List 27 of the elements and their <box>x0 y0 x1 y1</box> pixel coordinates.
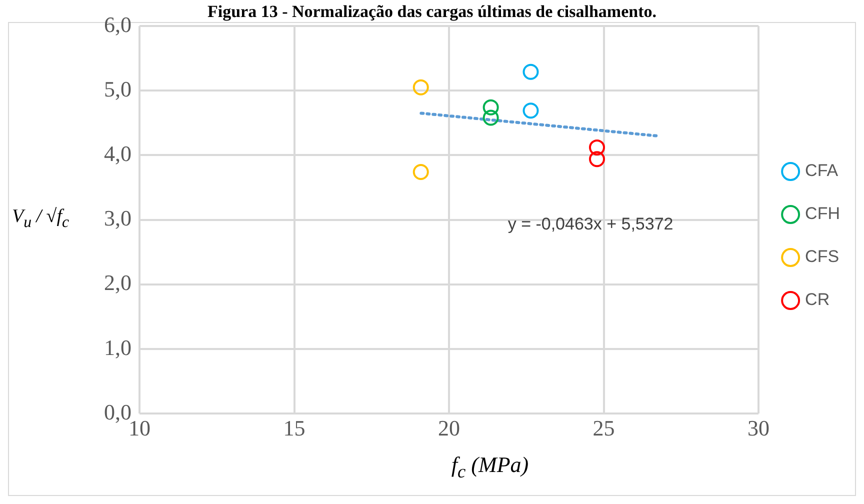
x-tick-label: 15 <box>283 416 306 441</box>
y-tick-label: 0,0 <box>104 399 132 424</box>
chart-title: Figura 13 - Normalização das cargas últimas de cisalhamento. <box>207 2 657 21</box>
x-tick-label: 20 <box>438 416 460 441</box>
point <box>482 110 499 126</box>
annotation: y = -0,0463x + 5,5372 <box>508 214 674 234</box>
legend-label: CR <box>805 290 830 310</box>
x-tick-label: 25 <box>592 416 615 441</box>
point <box>412 79 429 96</box>
y-tick-label: 1,0 <box>104 334 132 360</box>
x-tick-label: 30 <box>748 416 770 441</box>
y-tick-label: 2,0 <box>104 270 132 296</box>
point <box>588 151 605 168</box>
point <box>588 139 605 156</box>
point <box>522 64 539 80</box>
point <box>412 164 429 180</box>
y-tick-label: 4,0 <box>104 140 132 166</box>
point <box>482 99 499 116</box>
legend-label: CFS <box>805 247 840 266</box>
point <box>522 102 539 119</box>
y-tick-label: 3,0 <box>104 206 132 231</box>
y-axis-title: V$_{u}$ / √f$_{c}$ <box>12 206 70 232</box>
y-tick-label: 5,0 <box>104 76 132 102</box>
y-tick-label: 6,0 <box>104 12 132 37</box>
legend-label: CFH <box>805 204 840 224</box>
x-axis-title: f$_{c}$ (MPa) <box>450 452 530 482</box>
legend-label: CFA <box>805 161 839 180</box>
